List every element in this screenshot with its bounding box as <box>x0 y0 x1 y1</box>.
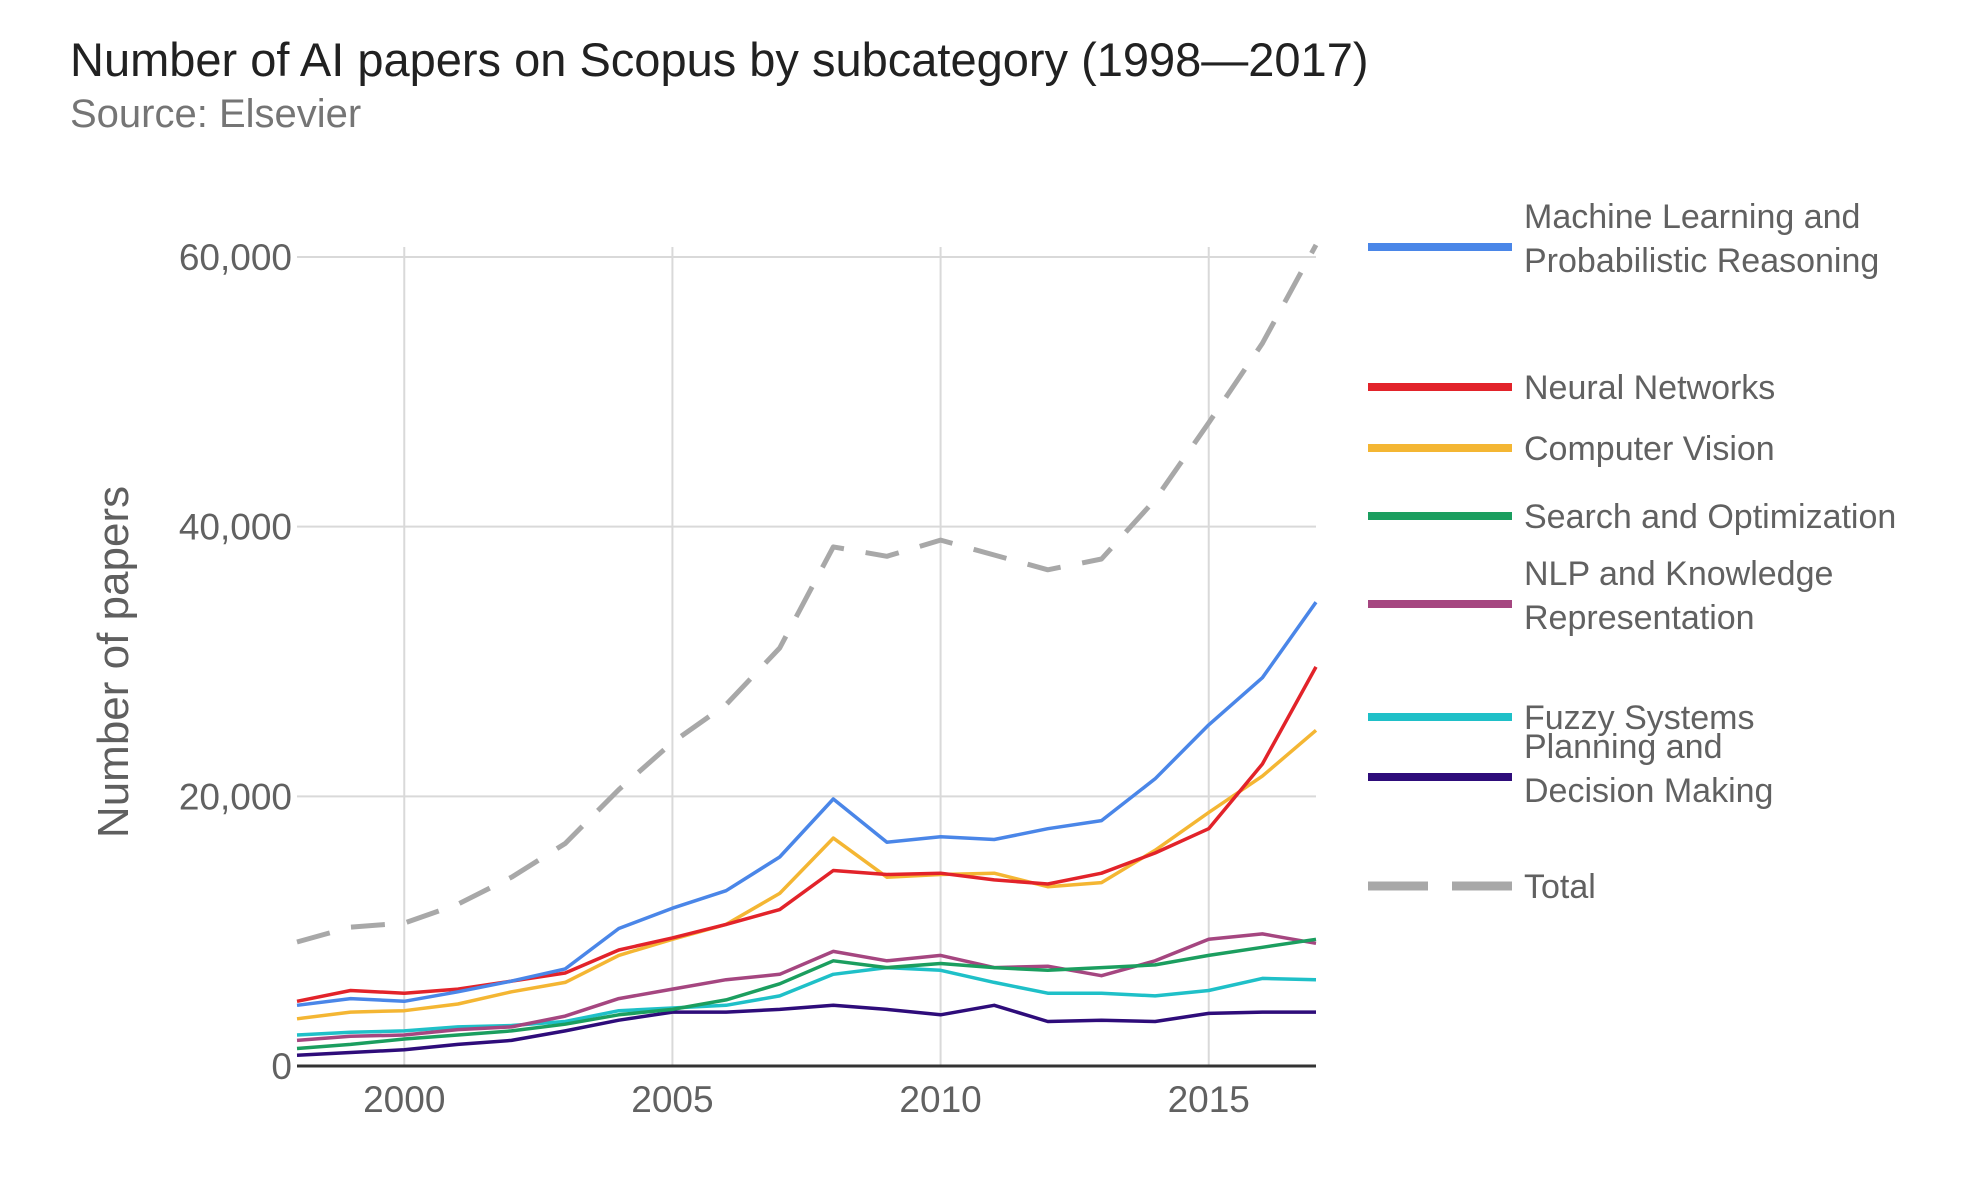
series-line-neural-networks <box>296 666 1318 1004</box>
x-tick-label: 2015 <box>1168 1079 1250 1120</box>
x-tick-label: 2000 <box>363 1079 445 1120</box>
legend-item: Neural Networks <box>1368 369 1775 407</box>
legend-label: Computer Vision <box>1524 430 1775 468</box>
x-axis-ticks: 2000 2005 2010 2015 <box>363 1079 1250 1120</box>
legend-item: Search and Optimization <box>1368 498 1896 536</box>
legend-label: Decision Making <box>1524 772 1773 810</box>
x-tick-label: 2005 <box>631 1079 713 1120</box>
series-line-nlp-and-knowledge-representation <box>296 932 1317 1043</box>
legend-item: Total <box>1368 868 1596 906</box>
series-line-computer-vision <box>296 728 1318 1021</box>
y-tick-label: 0 <box>271 1046 292 1087</box>
y-tick-label: 60,000 <box>179 237 292 278</box>
y-tick-label: 40,000 <box>179 507 292 548</box>
chart-title: Number of AI papers on Scopus by subcate… <box>70 33 1369 86</box>
series-line-planning-and-decision-making <box>296 1003 1316 1057</box>
x-tick-label: 2010 <box>899 1079 981 1120</box>
series-line-search-and-optimization <box>296 937 1317 1051</box>
legend-label: Fuzzy Systems <box>1524 699 1754 737</box>
legend-label: Total <box>1524 868 1596 906</box>
gridlines <box>297 247 1316 1066</box>
legend-label: Probabilistic Reasoning <box>1524 242 1879 280</box>
legend: Machine Learning and Probabilistic Reason… <box>1368 198 1896 906</box>
series-lines <box>296 243 1319 1057</box>
legend-label: Search and Optimization <box>1524 498 1896 536</box>
chart-subtitle: Source: Elsevier <box>70 92 362 136</box>
series-line-total <box>296 243 1319 945</box>
series-line-fuzzy-systems <box>296 965 1317 1037</box>
legend-item: Machine Learning and Probabilistic Reason… <box>1368 198 1879 280</box>
legend-item: Planning and Decision Making <box>1368 728 1773 810</box>
y-axis-ticks: 0 20,000 40,000 60,000 <box>179 237 292 1087</box>
y-tick-label: 20,000 <box>179 776 292 817</box>
series-line-machine-learning-and-probabilistic-reasoning <box>296 601 1318 1008</box>
legend-item: Fuzzy Systems <box>1368 699 1754 737</box>
y-axis-label: Number of papers <box>89 486 138 838</box>
legend-item: NLP and Knowledge Representation <box>1368 555 1833 637</box>
legend-item: Computer Vision <box>1368 430 1775 468</box>
legend-label: Planning and <box>1524 728 1723 766</box>
legend-label: Neural Networks <box>1524 369 1775 407</box>
legend-label: NLP and Knowledge <box>1524 555 1833 593</box>
legend-label: Machine Learning and <box>1524 198 1860 236</box>
legend-label: Representation <box>1524 599 1755 637</box>
